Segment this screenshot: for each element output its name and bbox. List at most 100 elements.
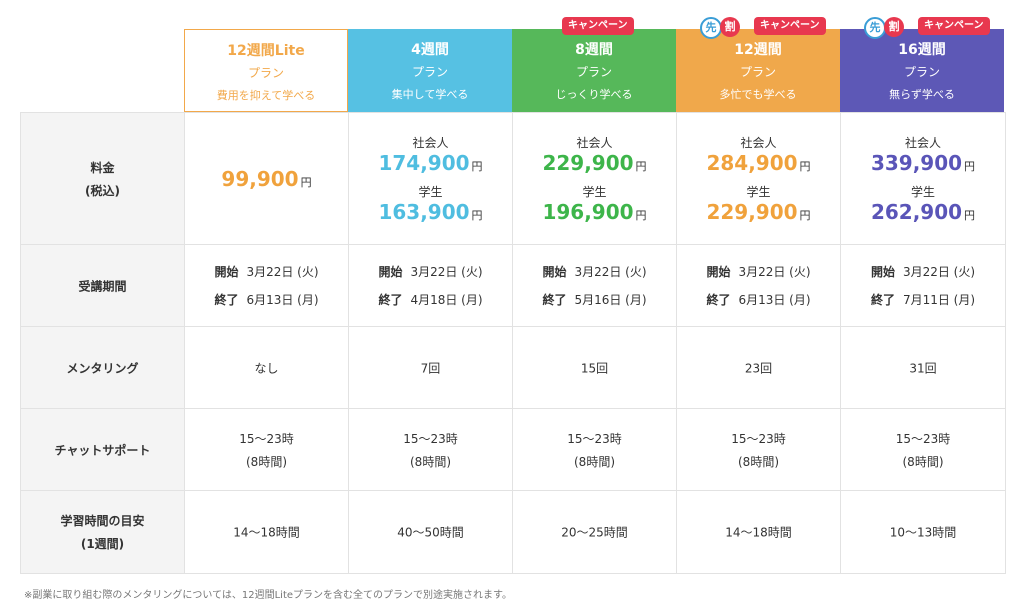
cell-content: 15〜23時 (8時間) xyxy=(185,430,348,470)
period-line: 開始 3月22日 (火) xyxy=(677,258,840,286)
row-price: 料金 (税込) 99,900 円社会人 174,900 円学生 163,900 円社会人 229… xyxy=(21,113,1005,245)
plan-name: 16週間 xyxy=(898,42,946,58)
period-line: 終了 4月18日 (月) xyxy=(349,286,512,314)
plan-sub: プラン xyxy=(739,65,776,79)
price-value: 163,900 円 xyxy=(349,200,512,224)
plan-header-row: 12週間Lite プラン 費用を抑えて学べる 4週間 プラン 集中して学べる 8週間プランじ… xyxy=(20,17,1006,112)
plan-desc: じっくり学べる xyxy=(555,88,633,101)
mentoring-count: なし xyxy=(254,361,279,375)
period-keyword: 開始 xyxy=(214,264,239,279)
cell-content: 10〜13時間 xyxy=(841,524,1005,541)
mentoring-count: 7回 xyxy=(420,361,441,375)
plan-header-2[interactable]: 4週間 プラン 集中して学べる xyxy=(348,29,512,112)
price-value: 339,900 円 xyxy=(841,151,1005,175)
plan-cell-3: 15回 xyxy=(513,327,677,408)
plan-cell-1: 14〜18時間 xyxy=(185,491,349,573)
plan-header-5[interactable]: 16週間 プラン 無らず学べる キャンペーン先割 xyxy=(840,17,1004,112)
study-hours: 40〜50時間 xyxy=(397,525,464,540)
plan-header-1[interactable]: 12週間Lite プラン 費用を抑えて学べる xyxy=(184,29,348,112)
label-mentoring: メンタリング xyxy=(21,327,185,408)
cell-content: 40〜50時間 xyxy=(349,524,512,541)
cell-content: 15〜23時 (8時間) xyxy=(841,430,1005,470)
plan-name: 8週間 xyxy=(575,42,613,58)
plan-sub: プラン xyxy=(903,65,940,79)
period-date: 3月22日 (火) xyxy=(738,264,811,279)
period-keyword: 終了 xyxy=(214,292,239,307)
period-keyword: 開始 xyxy=(706,264,731,279)
plan-cell-5: 開始 3月22日 (火) 終了 7月11日 (月) xyxy=(841,245,1005,326)
wari-char: 割 xyxy=(884,17,904,37)
label-wrap: メンタリング xyxy=(21,359,184,376)
chat-time: 15〜23時 xyxy=(239,431,294,446)
label-sub: (税込) xyxy=(85,183,120,198)
early-discount-badge: 先割 xyxy=(700,17,740,41)
plan-name: 12週間 xyxy=(734,42,782,58)
cell-content: 7回 xyxy=(349,359,512,376)
plan-cell-5: 31回 xyxy=(841,327,1005,408)
cell-content: 14〜18時間 xyxy=(677,524,840,541)
cell-content: 開始 3月22日 (火) 終了 5月16日 (月) xyxy=(513,258,676,314)
cell-content: なし xyxy=(185,359,348,376)
plan-cell-2: 40〜50時間 xyxy=(349,491,513,573)
cell-content: 開始 3月22日 (火) 終了 6月13日 (月) xyxy=(677,258,840,314)
label-text: 学習時間の目安 xyxy=(60,514,145,528)
price-type-label: 社会人 xyxy=(576,135,613,150)
price-value: 174,900 円 xyxy=(349,151,512,175)
label-period: 受講期間 xyxy=(21,245,185,326)
plan-desc: 多忙でも学べる xyxy=(719,88,797,101)
label-study: 学習時間の目安 (1週間) xyxy=(21,491,185,573)
yen-unit: 円 xyxy=(964,159,976,173)
label-wrap: 料金 (税込) xyxy=(21,159,184,199)
period-keyword: 終了 xyxy=(542,292,567,307)
yen-unit: 円 xyxy=(300,175,312,189)
plan-cell-2: 7回 xyxy=(349,327,513,408)
price-type-label: 学生 xyxy=(746,184,771,199)
comparison-table: 料金 (税込) 99,900 円社会人 174,900 円学生 163,900 円社会人 229… xyxy=(20,112,1006,574)
label-sub: (1週間) xyxy=(80,537,125,551)
row-chat-support: チャットサポート 15〜23時 (8時間) 15〜23時 (8時間) 15〜23時 (8時間… xyxy=(21,409,1005,491)
chat-time: 15〜23時 xyxy=(567,431,622,446)
yen-unit: 円 xyxy=(964,208,976,222)
chat-hours: (8時間) xyxy=(738,454,779,469)
price-value: 262,900 円 xyxy=(841,200,1005,224)
price-number: 339,900 xyxy=(870,150,963,175)
period-keyword: 開始 xyxy=(542,264,567,279)
plan-cell-4: 23回 xyxy=(677,327,841,408)
plan-header-4[interactable]: 12週間 プラン 多忙でも学べる キャンペーン先割 xyxy=(676,17,840,112)
period-date: 3月22日 (火) xyxy=(902,264,976,279)
price-value: 99,900 円 xyxy=(185,167,348,191)
row-mentoring: メンタリング なし 7回 15回 23回 31回 xyxy=(21,327,1005,409)
price-value: 229,900 円 xyxy=(677,200,840,224)
plan-cell-3: 20〜25時間 xyxy=(513,491,677,573)
plan-cell-5: 15〜23時 (8時間) xyxy=(841,409,1005,490)
period-date: 6月13日 (月) xyxy=(246,292,319,307)
period-line: 開始 3月22日 (火) xyxy=(841,258,1005,286)
cell-content: 開始 3月22日 (火) 終了 6月13日 (月) xyxy=(185,258,348,314)
price-number: 163,900 xyxy=(378,199,470,224)
chat-hours: (8時間) xyxy=(410,454,451,469)
cell-content: 社会人 174,900 円学生 163,900 円 xyxy=(349,134,512,224)
price-number: 262,900 xyxy=(870,199,963,224)
chat-hours: (8時間) xyxy=(246,454,287,469)
plan-cell-3: 15〜23時 (8時間) xyxy=(513,409,677,490)
label-wrap: チャットサポート xyxy=(21,441,184,458)
mentoring-count: 31回 xyxy=(909,361,937,375)
plan-cell-3: 社会人 229,900 円学生 196,900 円 xyxy=(513,113,677,244)
plan-desc: 無らず学べる xyxy=(889,88,955,101)
label-text: 料金 xyxy=(90,160,115,175)
plan-header-3[interactable]: 8週間 プラン じっくり学べる キャンペーン xyxy=(512,17,676,112)
cell-content: 社会人 284,900 円学生 229,900 円 xyxy=(677,134,840,224)
row-period: 受講期間 開始 3月22日 (火) 終了 6月13日 (月) 開始 3月22日 (火) 終了 4… xyxy=(21,245,1005,327)
period-line: 終了 7月11日 (月) xyxy=(841,286,1005,314)
label-wrap: 学習時間の目安 (1週間) xyxy=(21,512,184,552)
yen-unit: 円 xyxy=(471,208,483,222)
period-line: 終了 5月16日 (月) xyxy=(513,286,676,314)
plan-cell-5: 10〜13時間 xyxy=(841,491,1005,573)
chat-hours: (8時間) xyxy=(574,454,615,469)
chat-time: 15〜23時 xyxy=(895,431,951,446)
mentoring-count: 15回 xyxy=(580,361,609,375)
chat-time: 15〜23時 xyxy=(731,431,786,446)
campaign-badge: キャンペーン xyxy=(562,17,634,35)
period-date: 5月16日 (月) xyxy=(574,292,647,307)
plan-cell-1: 開始 3月22日 (火) 終了 6月13日 (月) xyxy=(185,245,349,326)
